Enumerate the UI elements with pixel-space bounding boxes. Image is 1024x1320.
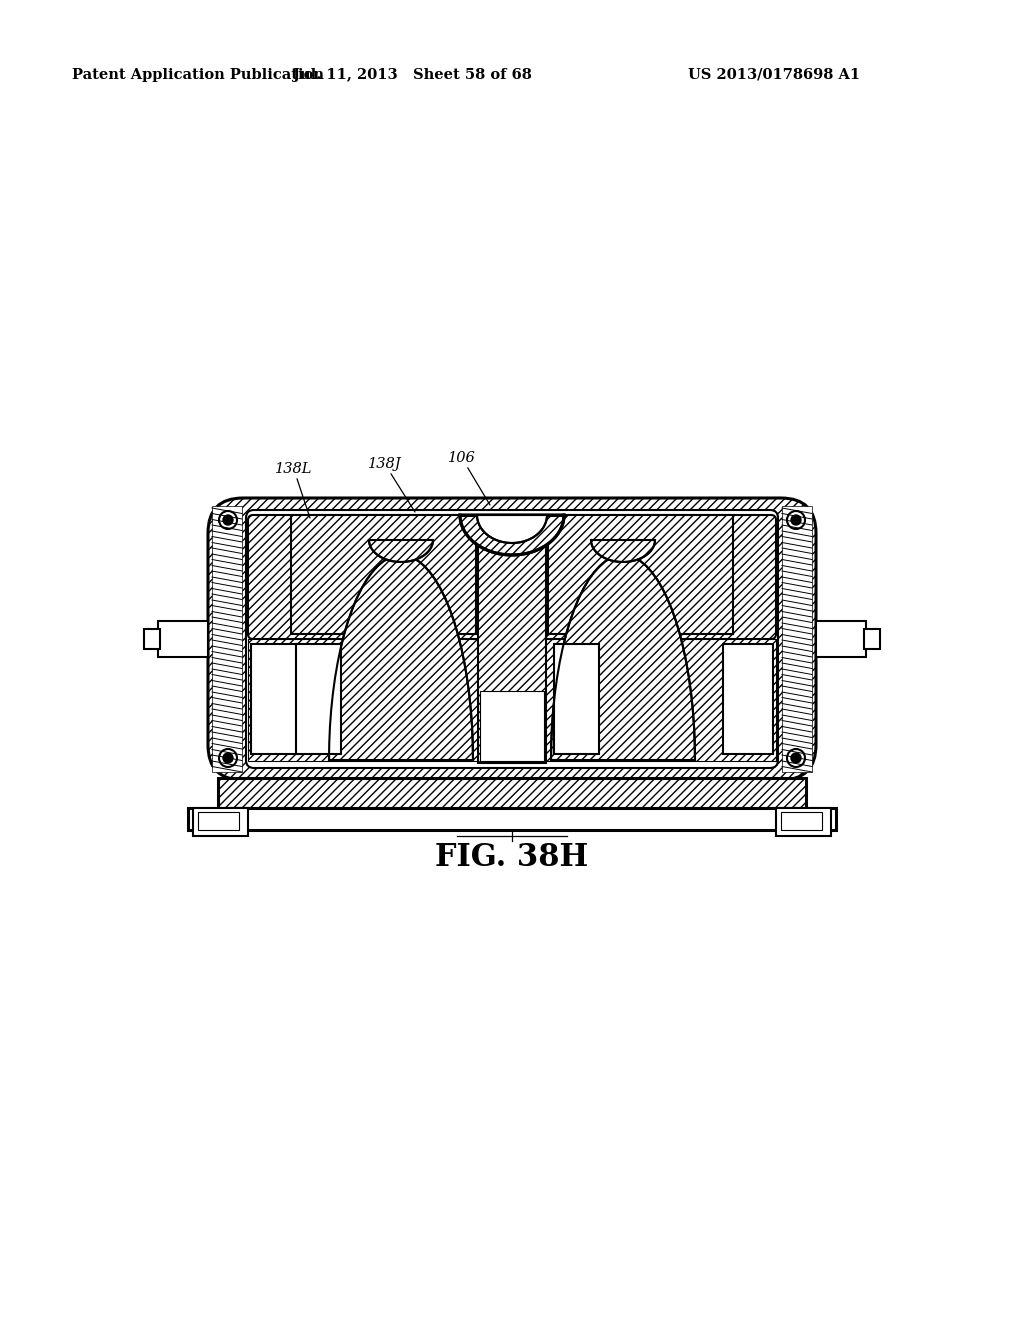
Text: Jul. 11, 2013   Sheet 58 of 68: Jul. 11, 2013 Sheet 58 of 68 bbox=[293, 69, 531, 82]
Text: FIG. 38H: FIG. 38H bbox=[435, 842, 589, 874]
Bar bbox=[864, 630, 880, 649]
Text: 106: 106 bbox=[449, 451, 490, 506]
Bar bbox=[776, 808, 831, 836]
Bar bbox=[158, 620, 208, 657]
Bar bbox=[554, 644, 599, 754]
Polygon shape bbox=[329, 554, 473, 760]
Bar bbox=[480, 690, 544, 762]
Bar bbox=[291, 515, 476, 634]
Text: 138J: 138J bbox=[368, 457, 415, 512]
Text: Patent Application Publication: Patent Application Publication bbox=[72, 69, 324, 82]
FancyBboxPatch shape bbox=[246, 510, 778, 768]
FancyBboxPatch shape bbox=[208, 498, 816, 780]
Circle shape bbox=[791, 752, 801, 763]
Bar bbox=[296, 644, 341, 754]
FancyBboxPatch shape bbox=[248, 515, 776, 639]
Bar bbox=[188, 808, 836, 830]
Polygon shape bbox=[477, 515, 547, 543]
Bar bbox=[816, 620, 866, 657]
Bar bbox=[548, 515, 733, 634]
Bar bbox=[248, 639, 776, 762]
Bar bbox=[198, 812, 239, 830]
Circle shape bbox=[223, 515, 233, 525]
Polygon shape bbox=[460, 515, 564, 554]
Circle shape bbox=[223, 752, 233, 763]
Bar bbox=[782, 506, 812, 772]
Polygon shape bbox=[369, 540, 433, 562]
Text: 138L: 138L bbox=[275, 462, 312, 517]
Bar bbox=[193, 808, 248, 836]
Polygon shape bbox=[551, 554, 695, 760]
Bar bbox=[478, 515, 546, 763]
Polygon shape bbox=[591, 540, 655, 562]
Bar bbox=[781, 812, 822, 830]
Circle shape bbox=[791, 515, 801, 525]
Bar bbox=[212, 506, 242, 772]
Text: US 2013/0178698 A1: US 2013/0178698 A1 bbox=[688, 69, 860, 82]
Bar bbox=[218, 777, 806, 808]
Bar bbox=[251, 644, 301, 754]
Bar bbox=[723, 644, 773, 754]
Bar bbox=[144, 630, 160, 649]
